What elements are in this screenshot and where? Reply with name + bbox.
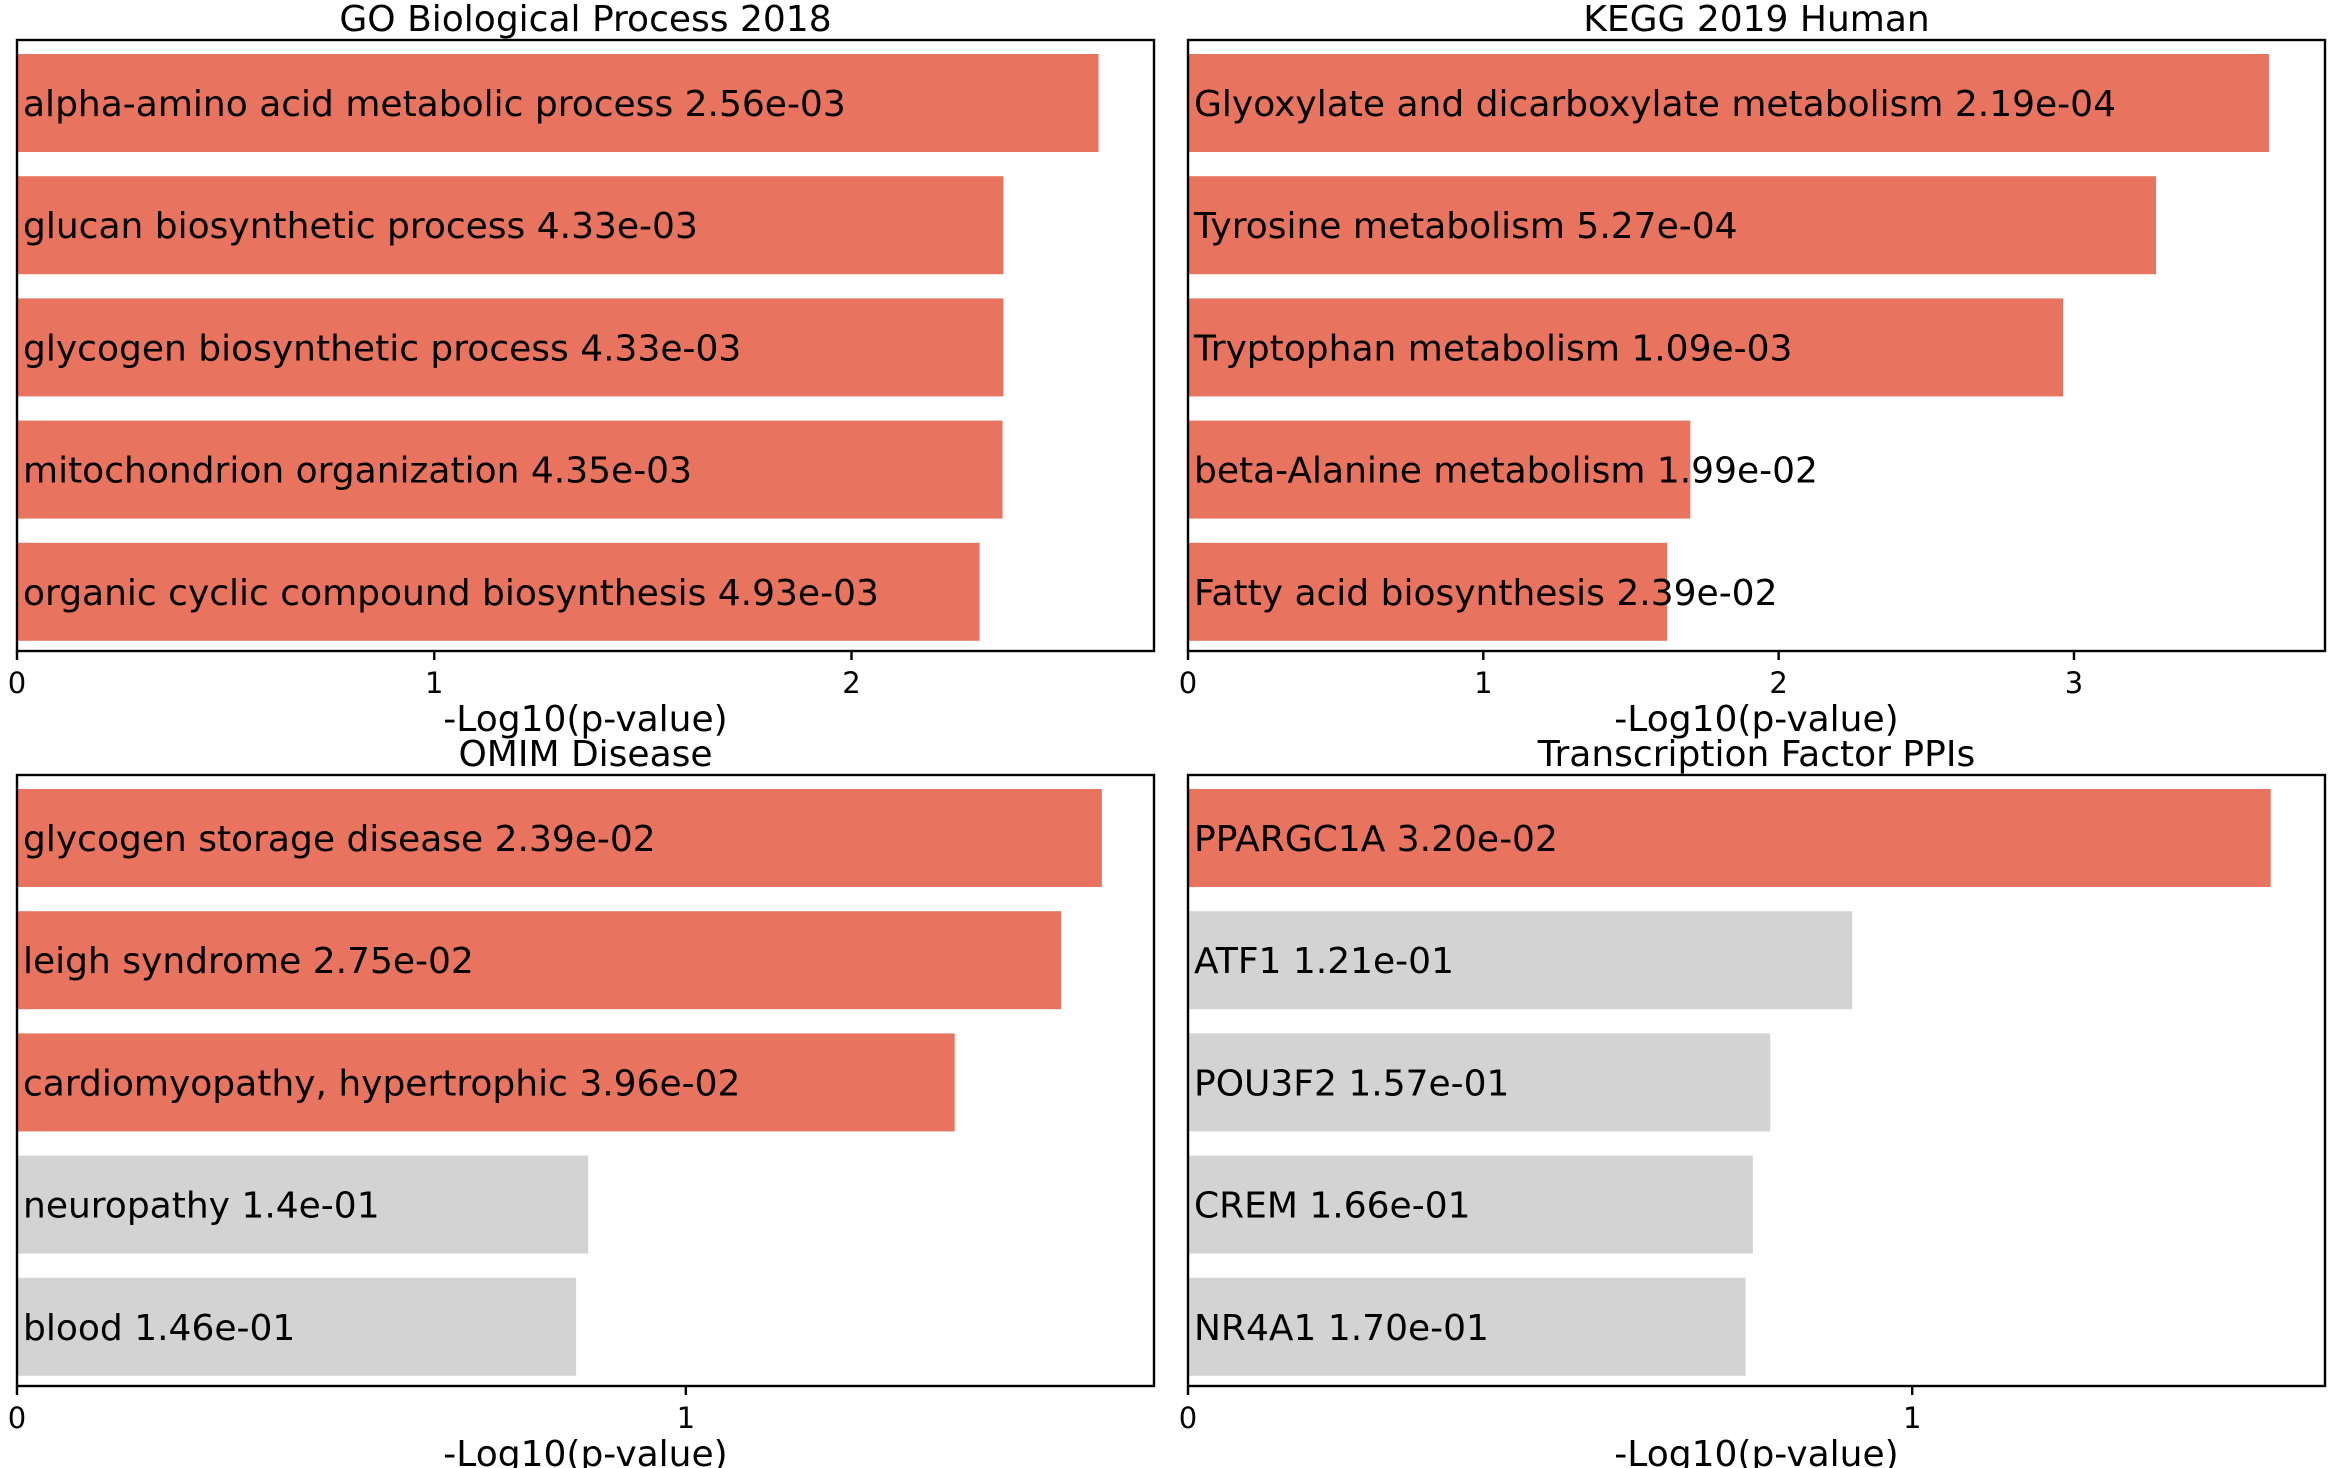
x-tick-label: 0	[1179, 1401, 1197, 1435]
bar-glucan-biosynthetic-process	[17, 176, 1004, 275]
bar-nr4a1	[1188, 1277, 1746, 1376]
x-tick-label: 1	[425, 666, 443, 700]
bar-glycogen-storage-disease	[17, 789, 1102, 887]
bar-cardiomyopathy-hypertrophic	[17, 1033, 955, 1132]
x-tick-label: 3	[2065, 666, 2083, 700]
bar-label: CREM 1.66e-01	[1194, 1186, 1471, 1227]
bar-label: glycogen biosynthetic process 4.33e-03	[23, 328, 741, 369]
chart-panel-omim-disease: glycogen storage disease 2.39e-02 leigh s…	[8, 734, 1156, 1468]
x-axis-label: -Log10(p-value)	[443, 1434, 727, 1468]
plot-frame	[1186, 38, 2327, 653]
chart-panel-transcription-factor-ppis: PPARGC1A 3.20e-02 ATF1 1.21e-01 POU3F2 1.5…	[1179, 734, 2327, 1468]
x-tick-label: 1	[1903, 1401, 1921, 1435]
bar-label: cardiomyopathy, hypertrophic 3.96e-02	[23, 1063, 740, 1104]
x-axis-label: -Log10(p-value)	[443, 699, 727, 740]
bar-label: leigh syndrome 2.75e-02	[23, 941, 474, 982]
chart-panel-kegg-2019-human: Glyoxylate and dicarboxylate metabolism …	[1179, 0, 2327, 740]
bar-label: organic cyclic compound biosynthesis 4.9…	[23, 573, 879, 614]
bar-label: NR4A1 1.70e-01	[1194, 1308, 1489, 1349]
panel-title: KEGG 2019 Human	[1583, 0, 1929, 40]
bar-label: neuropathy 1.4e-01	[23, 1186, 380, 1227]
bar-ppargc1a	[1188, 789, 2271, 887]
bar-label: mitochondrion organization 4.35e-03	[23, 451, 692, 492]
bar-pou3f2	[1188, 1033, 1771, 1132]
bar-label: Fatty acid biosynthesis 2.39e-02	[1194, 573, 1778, 614]
bar-label: beta-Alanine metabolism 1.99e-02	[1194, 451, 1818, 492]
bar-leigh-syndrome	[17, 911, 1062, 1010]
x-axis-label: -Log10(p-value)	[1614, 1434, 1898, 1468]
x-tick-label: 0	[8, 666, 26, 700]
panel-title: GO Biological Process 2018	[339, 0, 831, 40]
bar-label: Glyoxylate and dicarboxylate metabolism …	[1194, 84, 2116, 125]
bar-atf1	[1188, 911, 1853, 1010]
bar-tryptophan-metabolism	[1188, 298, 2064, 397]
plot-frame	[15, 38, 1156, 653]
bar-mitochondrion-organization	[17, 420, 1003, 519]
x-axis-label: -Log10(p-value)	[1614, 699, 1898, 740]
bar-glycogen-biosynthetic-process	[17, 298, 1004, 397]
bar-label: ATF1 1.21e-01	[1194, 941, 1454, 982]
x-tick-label: 2	[842, 666, 860, 700]
bar-label: Tyrosine metabolism 5.27e-04	[1193, 206, 1738, 247]
panel-title: OMIM Disease	[458, 734, 712, 775]
x-tick-label: 0	[1179, 666, 1197, 700]
x-tick-label: 1	[677, 1401, 695, 1435]
bar-label: Tryptophan metabolism 1.09e-03	[1193, 328, 1792, 369]
bar-label: POU3F2 1.57e-01	[1194, 1063, 1509, 1104]
bar-beta-alanine-metabolism	[1188, 420, 1691, 519]
bar-blood	[17, 1277, 577, 1376]
bar-label: PPARGC1A 3.20e-02	[1194, 819, 1558, 860]
bar-neuropathy	[17, 1155, 589, 1254]
plot-frame	[15, 773, 1156, 1388]
bar-alpha-amino-acid-metabolic-process	[17, 54, 1099, 152]
bar-fatty-acid-biosynthesis	[1188, 542, 1668, 641]
bar-crem	[1188, 1155, 1753, 1254]
plot-frame	[1186, 773, 2327, 1388]
bar-tyrosine-metabolism	[1188, 176, 2157, 275]
bar-label: alpha-amino acid metabolic process 2.56e…	[23, 84, 846, 125]
chart-panel-go-biological-process-2018: alpha-amino acid metabolic process 2.56e…	[8, 0, 1156, 740]
panel-title: Transcription Factor PPIs	[1537, 734, 1975, 775]
x-tick-label: 1	[1474, 666, 1492, 700]
bar-label: glycogen storage disease 2.39e-02	[23, 819, 656, 860]
bar-glyoxylate-and-dicarboxylate-metabolism	[1188, 54, 2269, 152]
x-tick-label: 2	[1769, 666, 1787, 700]
x-tick-label: 0	[8, 1401, 26, 1435]
bar-organic-cyclic-compound-biosynthesis	[17, 542, 980, 641]
bar-label: glucan biosynthetic process 4.33e-03	[23, 206, 698, 247]
bar-label: blood 1.46e-01	[23, 1308, 295, 1349]
